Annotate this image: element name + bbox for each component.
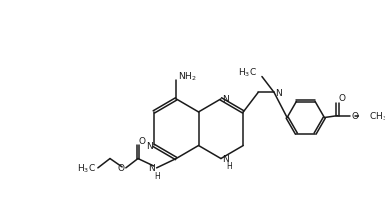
Text: O: O [352, 112, 358, 121]
Text: O: O [139, 137, 146, 146]
Text: NH$_2$: NH$_2$ [178, 70, 197, 83]
Text: N: N [148, 164, 155, 173]
Text: N: N [146, 142, 153, 151]
Text: H: H [226, 163, 232, 171]
Text: O: O [118, 164, 125, 173]
Text: H$_3$C: H$_3$C [77, 163, 96, 175]
Text: N: N [275, 89, 282, 98]
Text: N: N [222, 155, 229, 164]
Text: O: O [338, 94, 345, 103]
Text: CH$_3$: CH$_3$ [369, 110, 385, 123]
Text: H: H [155, 172, 161, 181]
Text: H$_3$C: H$_3$C [238, 67, 257, 79]
Text: N: N [222, 95, 229, 104]
